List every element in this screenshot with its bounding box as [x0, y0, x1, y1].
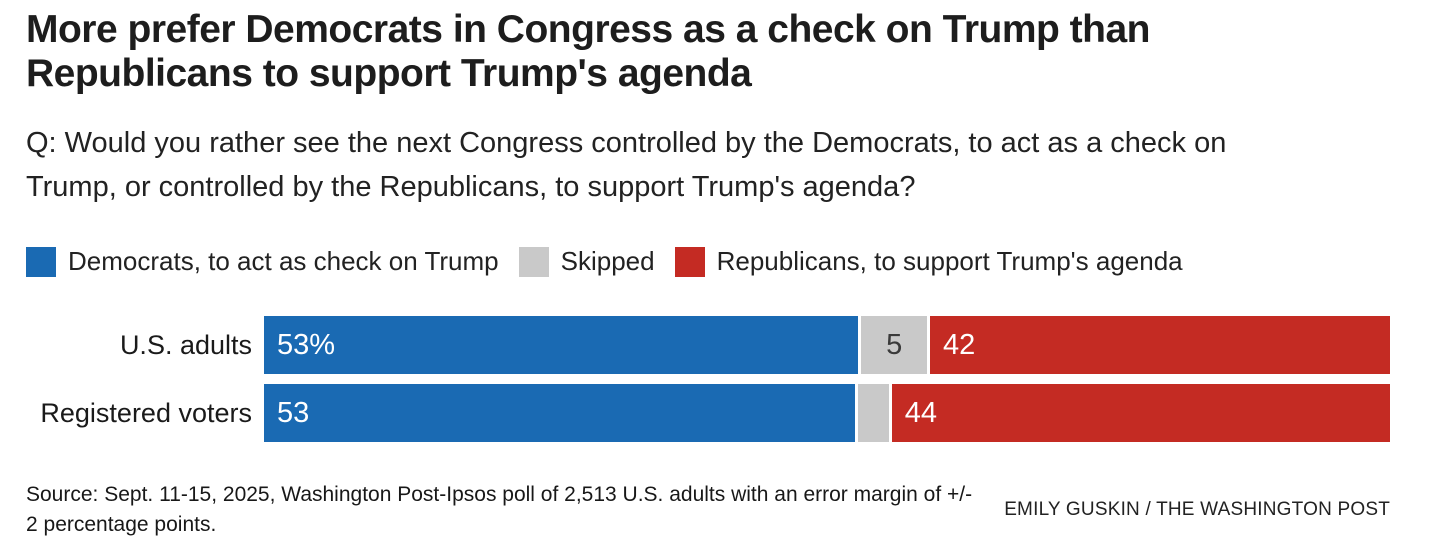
- bar-segment-republicans: 44: [891, 384, 1391, 442]
- bar-track: 53 44: [264, 384, 1391, 442]
- question-text: Q: Would you rather see the next Congres…: [26, 127, 1227, 203]
- legend-item-republicans: Republicans, to support Trump's agenda: [674, 246, 1183, 277]
- legend: Democrats, to act as check on Trump Skip…: [26, 246, 1390, 277]
- chart-row-registered-voters: Registered voters 53 44: [26, 384, 1391, 442]
- source-text: Source: Sept. 11-15, 2025, Washington Po…: [26, 483, 973, 536]
- bar-value-label: 42: [942, 328, 976, 361]
- bar-value-label: 53%: [277, 328, 336, 361]
- legend-swatch-republicans-icon: [674, 246, 705, 277]
- bar-segment-republicans: 42: [929, 316, 1390, 374]
- bar-value-label: 5: [886, 328, 903, 361]
- chart-footer: Source: Sept. 11-15, 2025, Washington Po…: [26, 480, 1390, 540]
- bar-segment-skipped: [857, 384, 889, 442]
- row-label-us-adults: U.S. adults: [119, 329, 252, 360]
- bar-segment-democrats: 53: [264, 384, 855, 442]
- bar-segment-skipped: 5: [861, 316, 927, 374]
- legend-item-skipped: Skipped: [518, 246, 655, 277]
- chart-row-us-adults: U.S. adults 53% 5 42: [26, 316, 1390, 374]
- bar-value-label: 53: [277, 396, 310, 429]
- legend-label-skipped: Skipped: [560, 246, 655, 276]
- stacked-bar-chart: U.S. adults 53% 5 42 Registered voters 5…: [26, 316, 1391, 442]
- bar-segment-democrats: 53%: [264, 316, 859, 374]
- page-title: More prefer Democrats in Congress as a c…: [26, 8, 1151, 95]
- credit-text: EMILY GUSKIN / THE WASHINGTON POST: [1004, 499, 1390, 520]
- legend-item-democrats: Democrats, to act as check on Trump: [26, 246, 499, 277]
- legend-swatch-democrats-icon: [26, 246, 56, 277]
- bar-value-label: 44: [904, 396, 938, 429]
- legend-label-republicans: Republicans, to support Trump's agenda: [716, 246, 1183, 276]
- legend-label-democrats: Democrats, to act as check on Trump: [68, 246, 499, 276]
- legend-swatch-skipped-icon: [518, 246, 549, 277]
- bar-track: 53% 5 42: [264, 316, 1390, 374]
- row-label-registered-voters: Registered voters: [40, 397, 252, 428]
